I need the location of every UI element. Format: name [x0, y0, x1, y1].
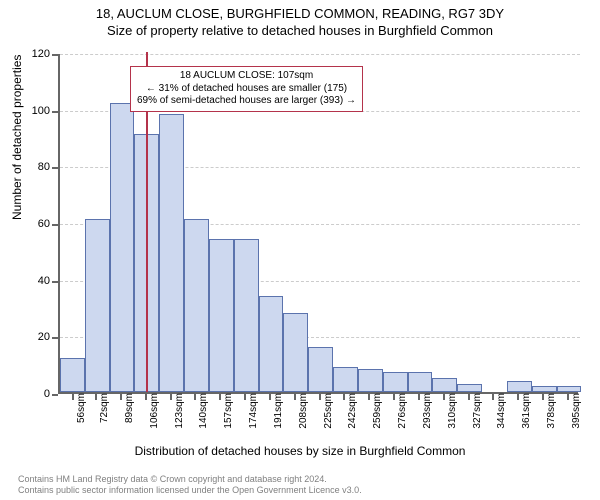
x-tick	[194, 394, 196, 400]
x-tick-label: 327sqm	[472, 393, 483, 429]
histogram-bar	[110, 103, 135, 392]
x-tick	[145, 394, 147, 400]
x-tick-label: 276sqm	[397, 393, 408, 429]
x-tick	[319, 394, 321, 400]
x-tick-label: 106sqm	[149, 393, 160, 429]
x-tick-label: 140sqm	[198, 393, 209, 429]
x-tick	[492, 394, 494, 400]
histogram-bar	[209, 239, 234, 392]
x-tick	[567, 394, 569, 400]
histogram-bar	[557, 386, 582, 392]
x-tick	[244, 394, 246, 400]
annotation-line-1: 18 AUCLUM CLOSE: 107sqm	[137, 70, 356, 83]
histogram-bar	[308, 347, 333, 392]
x-tick-label: 157sqm	[223, 393, 234, 429]
histogram-bar	[283, 313, 308, 392]
x-tick	[170, 394, 172, 400]
y-tick-label: 0	[22, 388, 50, 400]
gridline	[60, 54, 580, 55]
y-tick	[52, 224, 58, 226]
chart-title-sub: Size of property relative to detached ho…	[0, 21, 600, 38]
y-tick	[52, 281, 58, 283]
x-tick-label: 395sqm	[571, 393, 582, 429]
x-tick	[443, 394, 445, 400]
x-tick	[294, 394, 296, 400]
x-axis-title: Distribution of detached houses by size …	[0, 444, 600, 458]
x-tick-label: 361sqm	[521, 393, 532, 429]
x-tick-label: 259sqm	[372, 393, 383, 429]
histogram-bar	[408, 372, 433, 392]
histogram-bar	[184, 219, 209, 392]
x-tick-label: 72sqm	[99, 393, 110, 423]
x-tick	[418, 394, 420, 400]
histogram-bar	[60, 358, 85, 392]
y-tick	[52, 337, 58, 339]
x-tick-label: 293sqm	[422, 393, 433, 429]
histogram-bar	[507, 381, 532, 392]
y-tick-label: 80	[22, 161, 50, 173]
histogram-bar	[85, 219, 110, 392]
x-tick	[368, 394, 370, 400]
x-tick-label: 378sqm	[546, 393, 557, 429]
y-tick	[52, 167, 58, 169]
x-tick	[120, 394, 122, 400]
x-tick	[542, 394, 544, 400]
y-tick	[52, 111, 58, 113]
x-tick	[343, 394, 345, 400]
histogram-bar	[383, 372, 408, 392]
histogram-bar	[432, 378, 457, 392]
x-tick-label: 225sqm	[323, 393, 334, 429]
histogram-bar	[457, 384, 482, 393]
histogram-bar	[358, 369, 383, 392]
chart-title-main: 18, AUCLUM CLOSE, BURGHFIELD COMMON, REA…	[0, 0, 600, 21]
x-tick-label: 123sqm	[174, 393, 185, 429]
annotation-line-2: ← 31% of detached houses are smaller (17…	[137, 83, 356, 96]
x-tick	[219, 394, 221, 400]
y-tick	[52, 394, 58, 396]
footer-line-1: Contains HM Land Registry data © Crown c…	[18, 474, 362, 485]
x-tick-label: 174sqm	[248, 393, 259, 429]
x-tick	[95, 394, 97, 400]
histogram-bar	[259, 296, 284, 392]
y-tick-label: 60	[22, 218, 50, 230]
y-tick	[52, 54, 58, 56]
chart-container: 02040608010012056sqm72sqm89sqm106sqm123s…	[58, 54, 578, 394]
x-tick-label: 56sqm	[76, 393, 87, 423]
x-tick-label: 89sqm	[124, 393, 135, 423]
y-tick-label: 40	[22, 275, 50, 287]
x-tick-label: 208sqm	[298, 393, 309, 429]
x-tick	[517, 394, 519, 400]
x-tick	[468, 394, 470, 400]
x-tick	[269, 394, 271, 400]
y-tick-label: 20	[22, 331, 50, 343]
x-tick-label: 242sqm	[347, 393, 358, 429]
x-tick-label: 344sqm	[496, 393, 507, 429]
y-tick-label: 120	[22, 48, 50, 60]
histogram-bar	[333, 367, 358, 393]
y-axis-title: Number of detached properties	[10, 55, 24, 220]
annotation-line-3: 69% of semi-detached houses are larger (…	[137, 95, 356, 108]
x-tick-label: 310sqm	[447, 393, 458, 429]
histogram-bar	[234, 239, 259, 392]
y-tick-label: 100	[22, 105, 50, 117]
plot-area: 02040608010012056sqm72sqm89sqm106sqm123s…	[58, 54, 578, 394]
x-tick-label: 191sqm	[273, 393, 284, 429]
x-tick	[72, 394, 74, 400]
footer: Contains HM Land Registry data © Crown c…	[18, 474, 362, 496]
annotation-box: 18 AUCLUM CLOSE: 107sqm ← 31% of detache…	[130, 66, 363, 112]
histogram-bar	[532, 386, 557, 392]
x-tick	[393, 394, 395, 400]
footer-line-2: Contains public sector information licen…	[18, 485, 362, 496]
histogram-bar	[159, 114, 184, 392]
